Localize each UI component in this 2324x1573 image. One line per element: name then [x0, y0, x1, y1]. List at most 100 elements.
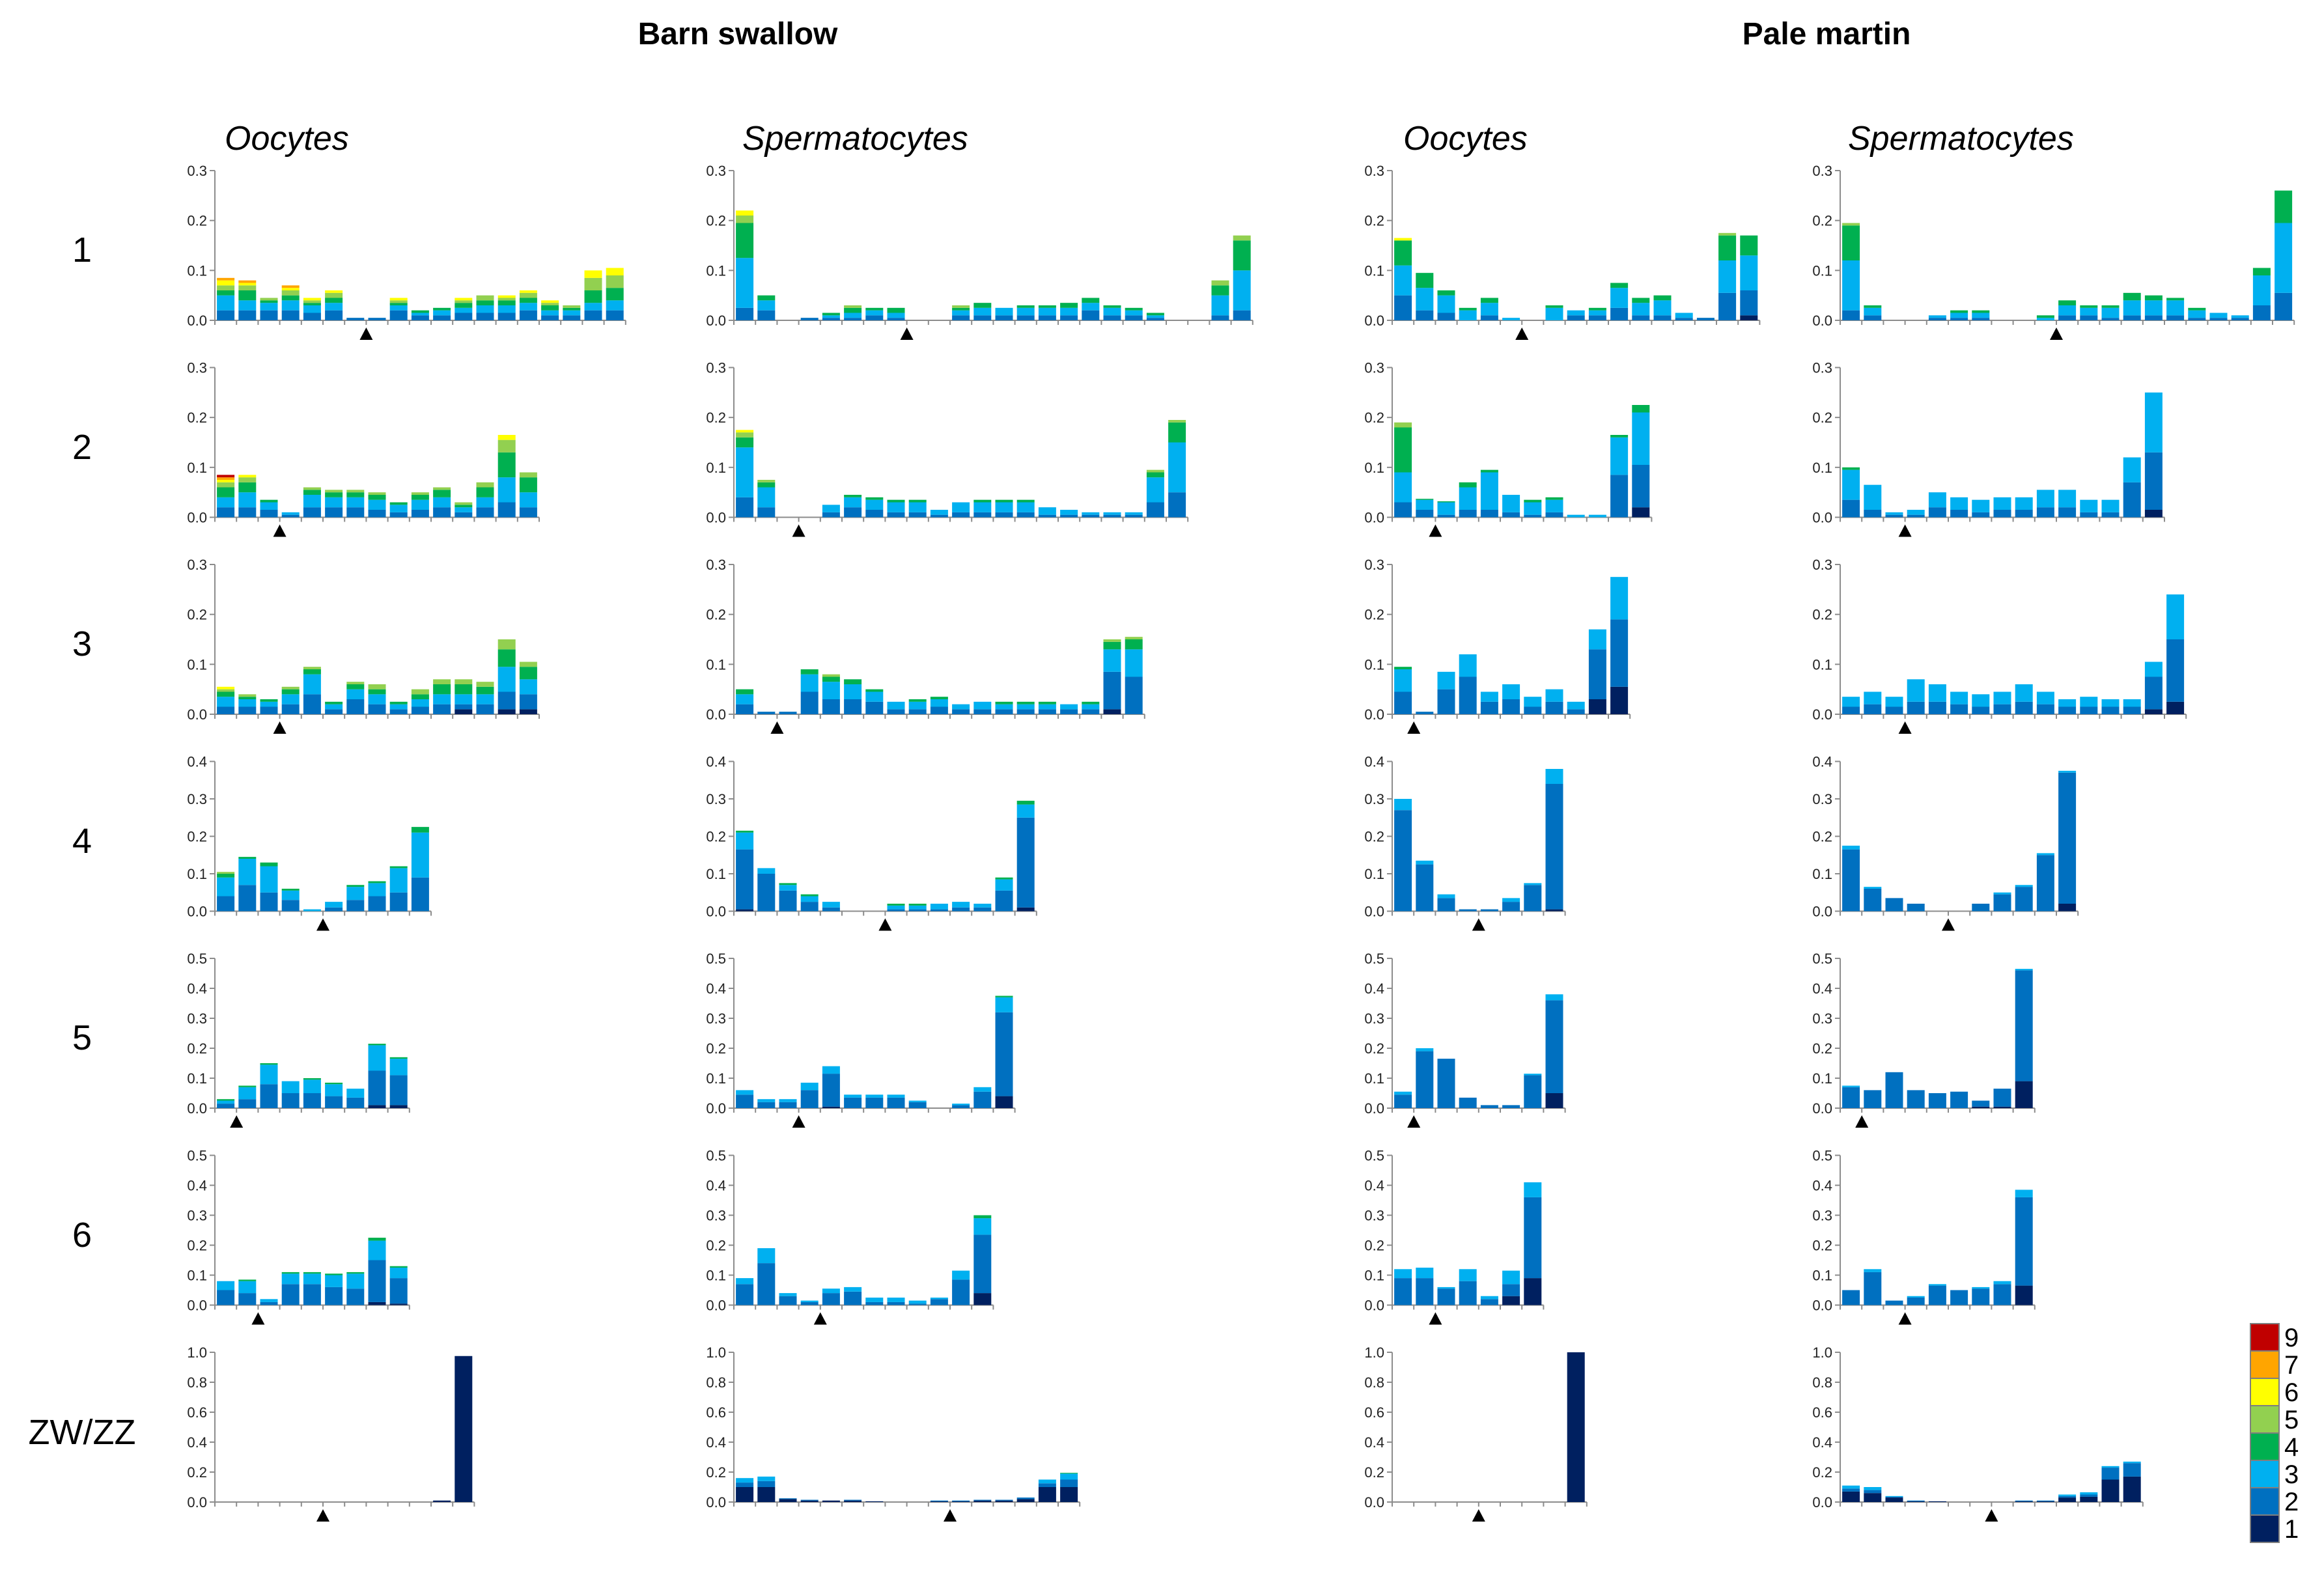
- y-tick-label: 0.6: [706, 1404, 726, 1421]
- bar-segment-class-2: [260, 892, 278, 912]
- bar-segment-class-2: [1740, 290, 1758, 316]
- y-tick-label: 0.3: [1812, 163, 1832, 179]
- legend-swatch-3: [2250, 1460, 2280, 1488]
- bar-segment-class-4: [2101, 305, 2120, 308]
- bar-segment-class-3: [1480, 303, 1498, 316]
- bar-segment-class-4: [1082, 701, 1100, 704]
- bar-segment-class-4: [455, 303, 473, 308]
- bar-segment-class-4: [995, 877, 1013, 880]
- bar-segment-class-2: [2015, 1197, 2033, 1286]
- bar-segment-class-2: [822, 318, 840, 320]
- bar-segment-class-1: [1885, 1497, 1903, 1502]
- bar-segment-class-4: [844, 307, 862, 313]
- bar-segment-class-2: [1950, 704, 1968, 714]
- bar-segment-class-3: [908, 701, 927, 710]
- bar-segment-class-2: [736, 1284, 754, 1305]
- panel-row6-col1: 0.0 0.1 0.2 0.3 0.4 0.5: [187, 1148, 410, 1325]
- bar-segment-class-3: [1082, 512, 1100, 515]
- bar-segment-class-3: [411, 499, 429, 510]
- bar-segment-class-1: [800, 1500, 819, 1502]
- panel-row1-col3: 0.0 0.1 0.2 0.3: [1364, 163, 1761, 340]
- bar-segment-class-6: [497, 435, 516, 440]
- bar-segment-class-4: [368, 1238, 386, 1241]
- bar-segment-class-4: [411, 495, 429, 500]
- bar-segment-class-4: [2275, 190, 2293, 223]
- row-label-2: 2: [72, 428, 92, 467]
- y-tick-label: 0.8: [1812, 1374, 1832, 1391]
- bar-segment-class-3: [497, 667, 516, 692]
- bar-segment-class-2: [1972, 706, 1990, 714]
- bar-segment-class-5: [217, 689, 235, 692]
- bar-segment-class-2: [1459, 909, 1477, 912]
- bar-segment-class-1: [973, 1500, 992, 1502]
- bar-segment-class-3: [2123, 699, 2141, 707]
- bar-segment-class-1: [2015, 1081, 2033, 1108]
- y-tick-label: 0.2: [706, 1040, 726, 1057]
- bar-segment-class-3: [2080, 697, 2098, 707]
- bar-segment-class-4: [476, 300, 494, 305]
- bar-segment-class-2: [303, 1284, 321, 1305]
- legend-label-4: 4: [2284, 1433, 2299, 1462]
- bar-segment-class-1: [2123, 1476, 2141, 1502]
- bar-segment-class-1: [757, 1487, 776, 1502]
- bar-segment-class-3: [887, 701, 905, 710]
- bar-segment-class-2: [1416, 1278, 1434, 1305]
- bar-segment-class-3: [736, 694, 754, 704]
- bar-segment-class-3: [952, 502, 970, 512]
- bar-segment-class-2: [325, 1287, 343, 1305]
- bar-segment-class-2: [1125, 676, 1143, 714]
- bar-segment-class-5: [476, 482, 494, 488]
- y-tick-label: 0.0: [1364, 1298, 1384, 1314]
- bar-segment-class-3: [1864, 691, 1882, 704]
- bar-segment-class-5: [844, 305, 862, 308]
- bar-segment-class-2: [995, 315, 1013, 320]
- bar-segment-class-2: [1864, 1090, 1882, 1108]
- bar-segment-class-2: [800, 902, 819, 912]
- bar-segment-class-3: [217, 877, 235, 897]
- panel-row1-col1: 0.0 0.1 0.2 0.3: [187, 163, 626, 340]
- bar-segment-class-2: [325, 1096, 343, 1108]
- bar-segment-class-3: [952, 310, 970, 316]
- bar-segment-class-3: [930, 1298, 948, 1300]
- bar-segment-class-3: [1502, 898, 1520, 902]
- bar-segment-class-5: [411, 689, 429, 695]
- y-tick-label: 0.3: [706, 360, 726, 376]
- bar-segment-class-1: [779, 1499, 797, 1502]
- bar-segment-class-1: [455, 709, 473, 714]
- bar-segment-class-3: [1545, 307, 1563, 320]
- y-tick-label: 0.2: [1812, 213, 1832, 229]
- bar-segment-class-3: [238, 492, 257, 508]
- bar-segment-class-3: [303, 305, 321, 313]
- bar-segment-class-2: [757, 712, 776, 714]
- y-tick-label: 0.8: [1364, 1374, 1384, 1391]
- bar-segment-class-6: [541, 300, 559, 303]
- bar-segment-class-3: [1502, 318, 1520, 320]
- bar-segment-class-1: [2015, 1501, 2033, 1502]
- bar-segment-class-4: [303, 1078, 321, 1080]
- bar-segment-class-3: [238, 859, 257, 885]
- bar-segment-class-3: [908, 502, 927, 512]
- bar-segment-class-3: [238, 1281, 257, 1294]
- bar-segment-class-2: [2209, 318, 2228, 320]
- bar-segment-class-5: [281, 290, 300, 296]
- bar-segment-class-3: [1437, 502, 1455, 515]
- bar-segment-class-6: [389, 298, 408, 301]
- bar-segment-class-3: [238, 300, 257, 311]
- bar-segment-class-4: [2252, 268, 2271, 275]
- bar-segment-class-3: [238, 1087, 257, 1100]
- bar-segment-class-3: [1480, 472, 1498, 510]
- y-tick-label: 0.0: [706, 1298, 726, 1314]
- bar-segment-class-3: [303, 674, 321, 695]
- bar-segment-class-2: [1675, 318, 1693, 320]
- bar-segment-class-3: [1864, 484, 1882, 510]
- bar-segment-class-2: [757, 874, 776, 912]
- bar-segment-class-2: [260, 310, 278, 320]
- bar-segment-class-3: [1864, 307, 1882, 316]
- bar-segment-class-4: [1842, 467, 1860, 470]
- y-tick-label: 0.2: [706, 410, 726, 426]
- y-tick-label: 0.3: [1364, 1208, 1384, 1224]
- bar-segment-class-2: [217, 706, 235, 714]
- bar-segment-class-2: [1864, 704, 1882, 714]
- bar-segment-class-3: [1038, 507, 1056, 515]
- bar-segment-class-2: [887, 512, 905, 518]
